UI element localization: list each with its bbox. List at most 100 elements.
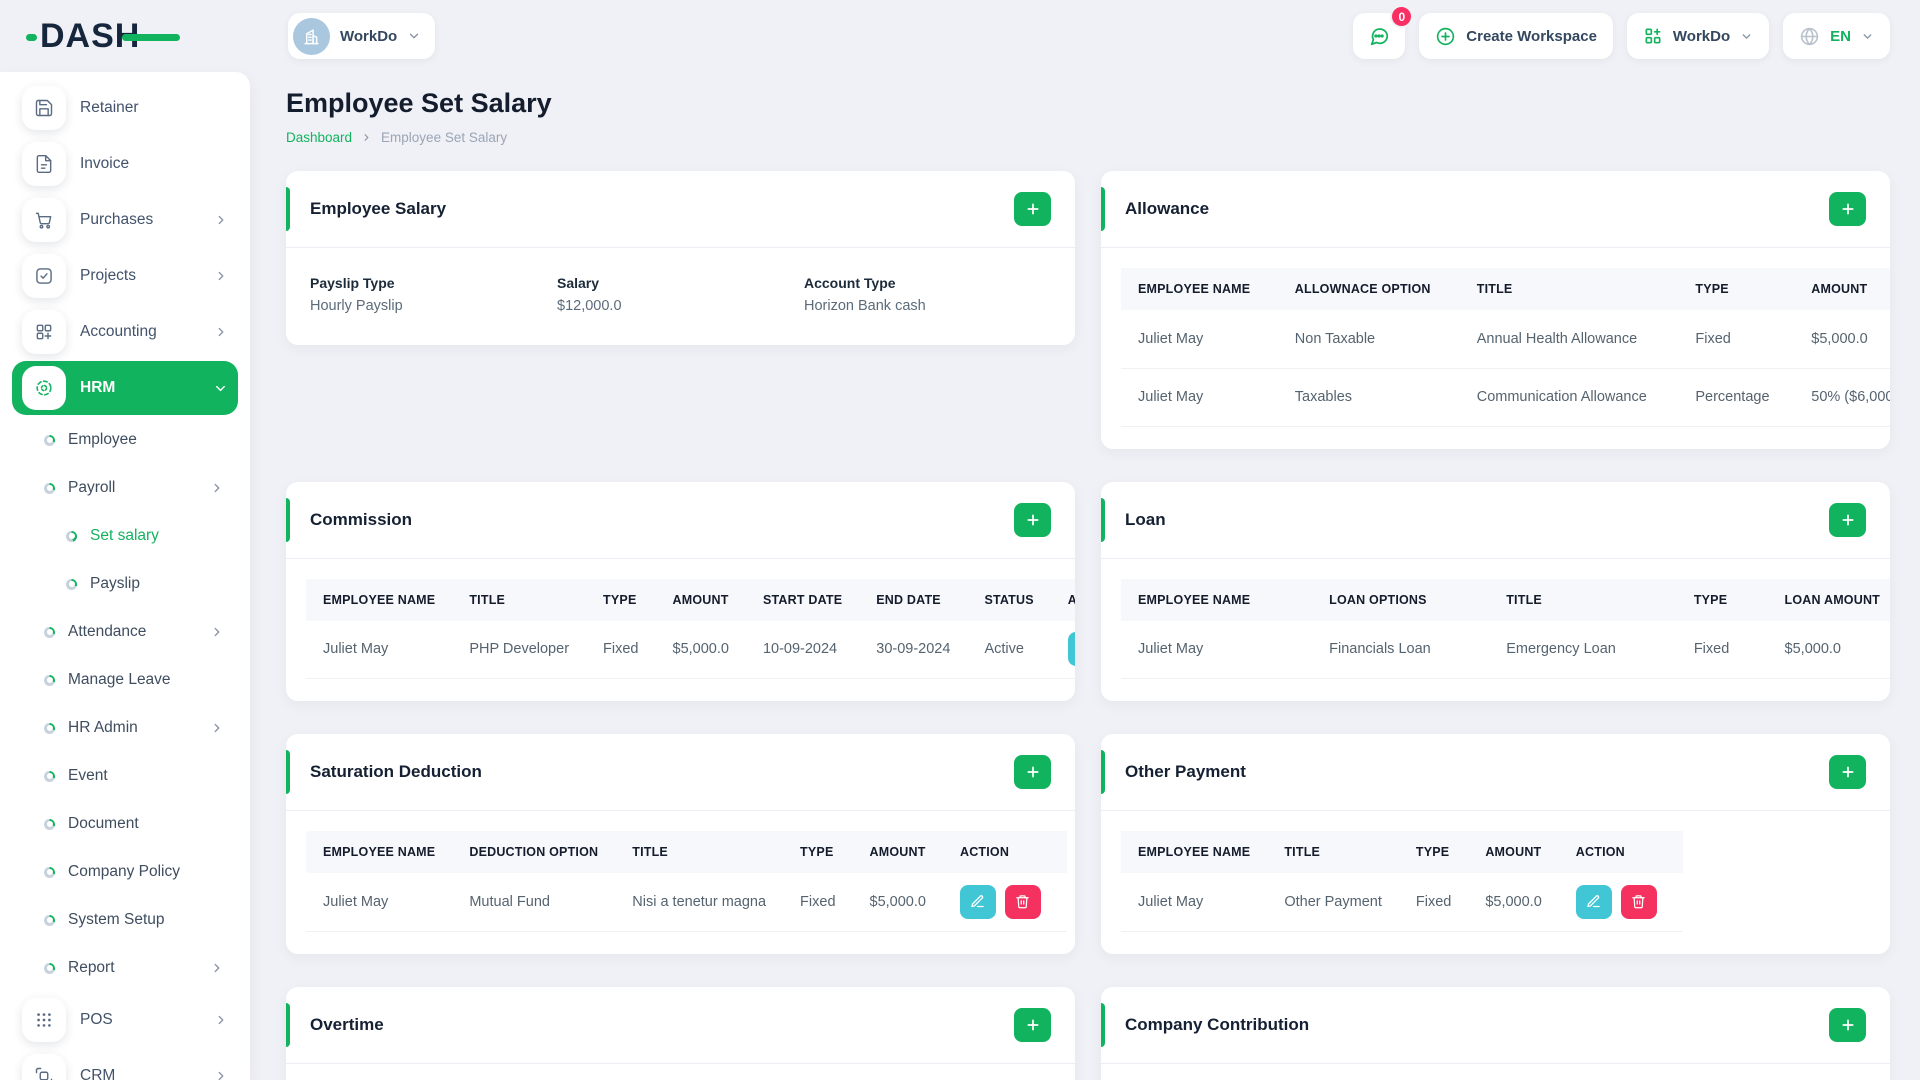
- sidebar-item-retainer[interactable]: Retainer: [12, 80, 238, 136]
- app-logo[interactable]: DASH: [26, 19, 288, 53]
- table-cell: Active: [967, 620, 1051, 679]
- chat-icon: [1368, 25, 1390, 47]
- workspace-selector[interactable]: WorkDo: [288, 13, 436, 59]
- sidebar-item-pos[interactable]: POS: [12, 992, 238, 1048]
- column-header: ACTION: [1067, 592, 1075, 607]
- add-overtime-button[interactable]: [1014, 1007, 1051, 1042]
- card-title: Commission: [310, 509, 413, 529]
- sidebar-item-crm[interactable]: CRM: [12, 1048, 238, 1080]
- sidebar-item-hr-admin[interactable]: HR Admin: [12, 704, 238, 752]
- sidebar-item-invoice[interactable]: Invoice: [12, 136, 238, 192]
- language-selector[interactable]: EN: [1783, 13, 1890, 59]
- sidebar-item-hrm[interactable]: HRM: [12, 361, 238, 415]
- column-header: LOAN OPTIONS: [1329, 592, 1427, 607]
- workspace-name: WorkDo: [340, 27, 398, 45]
- add-allowance-button[interactable]: [1829, 192, 1866, 226]
- table-cell: Financials Loan: [1312, 620, 1490, 679]
- sidebar-item-label: Attendance: [68, 623, 147, 640]
- table-row: Juliet May Other Payment Fixed $5,000.0: [1121, 873, 1683, 932]
- sidebar-item-report[interactable]: Report: [12, 944, 238, 992]
- add-commission-button[interactable]: [1014, 502, 1051, 537]
- sidebar-item-purchases[interactable]: Purchases: [12, 192, 238, 248]
- sidebar-item-label: Company Policy: [68, 863, 180, 880]
- delete-button[interactable]: [1620, 884, 1657, 919]
- account-type-field: Account Type Horizon Bank cash: [804, 275, 1051, 314]
- pencil-icon: [1586, 894, 1601, 909]
- sidebar-item-projects[interactable]: Projects: [12, 248, 238, 304]
- delete-button[interactable]: [1004, 884, 1041, 919]
- column-header: TYPE: [1695, 282, 1729, 296]
- sidebar-item-set-salary[interactable]: Set salary: [12, 512, 238, 560]
- column-header: TITLE: [1284, 845, 1321, 859]
- add-other-payment-button[interactable]: [1829, 755, 1866, 789]
- sidebar-item-accounting[interactable]: Accounting: [12, 304, 238, 360]
- logo-dash-accent-left: [26, 34, 37, 41]
- sidebar-item-payslip[interactable]: Payslip: [12, 560, 238, 608]
- chevron-down-icon: [407, 29, 421, 43]
- column-header: START DATE: [762, 592, 843, 607]
- edit-button[interactable]: [1067, 632, 1075, 667]
- sidebar-item-document[interactable]: Document: [12, 800, 238, 848]
- purchases-icon: [22, 198, 66, 242]
- loan-table: EMPLOYEE NAME LOAN OPTIONS TITLE TYPE LOAN A…: [1121, 578, 1890, 679]
- add-employee-salary-button[interactable]: [1014, 192, 1051, 226]
- divider: [1101, 557, 1890, 559]
- chevron-right-icon: [361, 132, 372, 143]
- sidebar-item-manage-leave[interactable]: Manage Leave: [12, 656, 238, 704]
- commission-table: EMPLOYEE NAME TITLE TYPE AMOUNT START DATE EN…: [306, 578, 1075, 679]
- column-header: TITLE: [1506, 592, 1542, 607]
- topbar-actions: 0 Create Workspace WorkDo EN: [1353, 5, 1890, 59]
- card-title: Allowance: [1125, 199, 1210, 218]
- column-header: ACTION: [1575, 845, 1625, 859]
- workdo-menu-button[interactable]: WorkDo: [1626, 13, 1770, 59]
- bullet-icon: [66, 530, 77, 542]
- breadcrumb-dashboard-link[interactable]: Dashboard: [286, 130, 353, 145]
- sidebar-item-employee[interactable]: Employee: [12, 416, 238, 464]
- sidebar-item-payroll[interactable]: Payroll: [12, 464, 238, 512]
- sidebar-item-label: Set salary: [90, 527, 159, 544]
- table-cell: Annual Health Allowance: [1459, 310, 1679, 369]
- bullet-icon: [44, 770, 55, 782]
- add-loan-button[interactable]: [1829, 502, 1866, 537]
- sidebar-item-label: Accounting: [80, 323, 157, 340]
- sidebar: Retainer Invoice Purchases Projects Accounti…: [0, 72, 250, 1080]
- sidebar-item-label: Retainer: [80, 99, 139, 116]
- table-cell: Other Payment: [1267, 873, 1399, 932]
- card-title: Loan: [1125, 509, 1166, 529]
- add-saturation-deduction-button[interactable]: [1014, 755, 1051, 789]
- column-header: AMOUNT: [1485, 845, 1542, 859]
- sidebar-item-label: Invoice: [80, 155, 130, 172]
- bullet-icon: [44, 482, 55, 494]
- column-header: TITLE: [1476, 282, 1513, 296]
- chevron-down-icon: [213, 381, 228, 396]
- table-cell: Fixed: [1676, 620, 1768, 679]
- plus-circle-icon: [1435, 26, 1456, 47]
- edit-button[interactable]: [1575, 884, 1612, 919]
- sidebar-item-label: Report: [68, 959, 115, 976]
- table-row: Juliet May Financials Loan Emergency Loan F…: [1121, 620, 1890, 679]
- column-header: STATUS: [984, 592, 1034, 607]
- card-title: Saturation Deduction: [310, 762, 482, 781]
- add-company-contribution-button[interactable]: [1829, 1007, 1866, 1042]
- column-header: TYPE: [603, 592, 637, 607]
- column-header: DEDUCTION OPTION: [469, 845, 599, 859]
- edit-button[interactable]: [959, 884, 996, 919]
- create-workspace-button[interactable]: Create Workspace: [1419, 13, 1613, 59]
- sidebar-item-event[interactable]: Event: [12, 752, 238, 800]
- sidebar-item-company-policy[interactable]: Company Policy: [12, 848, 238, 896]
- table-row: Juliet May Non Taxable Annual Health Allow…: [1121, 310, 1890, 369]
- allowance-table: EMPLOYEE NAME ALLOWNACE OPTION TITLE TYPE AM…: [1121, 268, 1890, 427]
- divider: [1101, 247, 1890, 248]
- table-cell: Juliet May: [1121, 620, 1313, 679]
- column-header: AMOUNT: [1811, 282, 1868, 296]
- sidebar-item-attendance[interactable]: Attendance: [12, 608, 238, 656]
- table-cell: 30-09-2024: [859, 620, 968, 679]
- column-header: AMOUNT: [672, 592, 729, 607]
- sidebar-item-system-setup[interactable]: System Setup: [12, 896, 238, 944]
- messages-button[interactable]: 0: [1353, 5, 1414, 59]
- table-cell: 50% ($6,000.0): [1794, 368, 1890, 427]
- sidebar-item-label: Employee: [68, 431, 137, 448]
- table-cell: Fixed: [783, 873, 853, 932]
- sidebar-item-label: System Setup: [68, 911, 165, 928]
- action-cell: [1050, 620, 1075, 679]
